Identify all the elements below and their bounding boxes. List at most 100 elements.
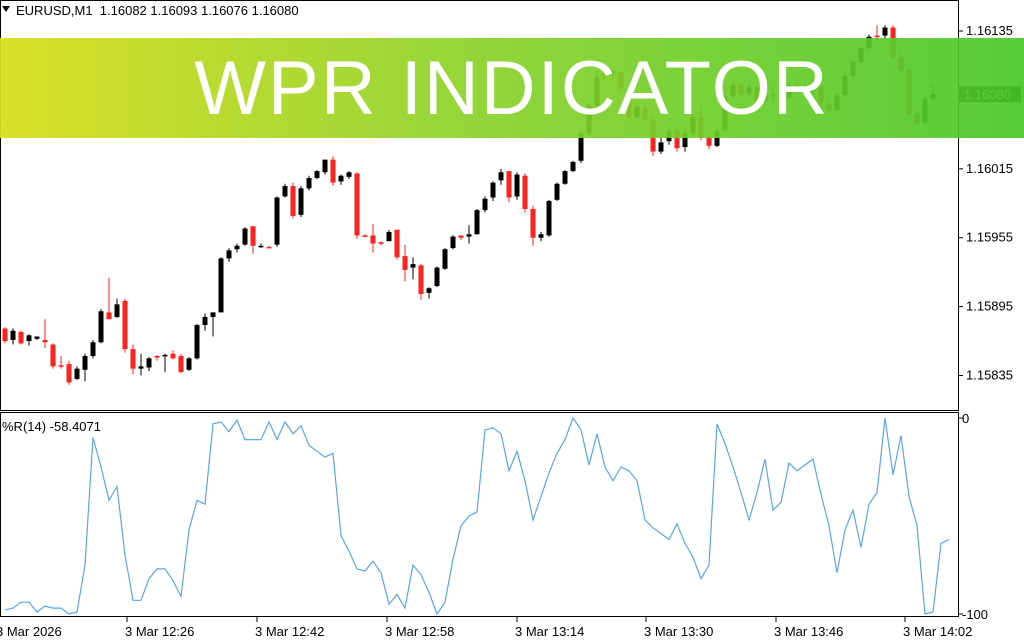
candle-body — [322, 159, 328, 173]
candle — [882, 25, 888, 40]
wpr-line-series — [4, 416, 950, 616]
candle — [370, 223, 376, 253]
candle-body — [114, 304, 120, 317]
symbol-dropdown-icon[interactable] — [2, 6, 10, 12]
candle-body — [874, 35, 880, 38]
candle — [386, 229, 392, 242]
candle — [234, 243, 240, 253]
candle-body — [282, 186, 288, 197]
candle — [50, 343, 56, 369]
candle-body — [546, 200, 552, 236]
candle — [194, 323, 200, 360]
candle — [226, 248, 232, 262]
candle — [90, 339, 96, 359]
candle — [322, 159, 328, 175]
candle — [122, 298, 128, 353]
candle-body — [26, 335, 32, 342]
candle-body — [538, 234, 544, 238]
candle — [258, 243, 264, 249]
candle — [378, 241, 384, 246]
candle-body — [138, 366, 144, 369]
candle — [450, 235, 456, 250]
candle — [178, 353, 184, 374]
candle-body — [42, 339, 48, 343]
candle — [346, 171, 352, 180]
candle — [66, 360, 72, 385]
price-panel[interactable] — [0, 0, 959, 411]
candle-body — [434, 267, 440, 286]
candle — [138, 353, 144, 376]
candle-body — [234, 245, 240, 250]
wpr-panel-frame — [0, 412, 959, 617]
candle — [202, 313, 208, 331]
candle-body — [658, 142, 664, 152]
price-tick-label: 1.15955 — [966, 230, 1013, 245]
wpr-line — [4, 416, 950, 616]
candle — [394, 229, 400, 260]
candle — [522, 173, 528, 213]
candle — [242, 227, 248, 246]
candle-body — [226, 250, 232, 259]
candle-body — [578, 133, 584, 161]
time-tick-label: 3 Mar 12:58 — [385, 624, 454, 639]
candle — [410, 257, 416, 280]
candle-body — [298, 188, 304, 215]
time-tick-label: 3 Mar 12:26 — [125, 624, 194, 639]
candle-body — [162, 354, 168, 357]
candle — [98, 308, 104, 344]
candle-body — [146, 358, 152, 368]
price-tick-label: 1.16135 — [966, 23, 1013, 38]
candle — [274, 196, 280, 247]
candle-body — [346, 172, 352, 177]
candle-body — [474, 210, 480, 235]
candle — [562, 169, 568, 185]
candle-body — [362, 235, 368, 237]
candle-body — [266, 246, 272, 249]
candle-body — [370, 235, 376, 244]
candle-body — [490, 182, 496, 198]
candle — [170, 350, 176, 360]
candle — [338, 174, 344, 185]
candle-body — [554, 183, 560, 200]
candle — [210, 312, 216, 337]
candle-body — [410, 264, 416, 268]
candle-body — [218, 258, 224, 313]
candle-body — [330, 159, 336, 183]
candle-body — [242, 228, 248, 245]
candle — [266, 245, 272, 249]
candle — [82, 353, 88, 382]
candle — [362, 234, 368, 237]
candle — [26, 334, 32, 346]
candle-body — [202, 316, 208, 326]
price-tick-label: 1.16015 — [966, 161, 1013, 176]
candle — [290, 182, 296, 219]
candle-body — [482, 198, 488, 211]
wpr-panel[interactable] — [0, 412, 959, 617]
symbol-header: EURUSD,M1 1.16082 1.16093 1.16076 1.1608… — [16, 3, 299, 18]
candle — [34, 336, 40, 340]
candle — [546, 199, 552, 237]
candle — [218, 257, 224, 313]
candle — [130, 344, 136, 375]
candle-body — [402, 256, 408, 270]
candle-body — [706, 136, 712, 146]
candle — [154, 354, 160, 361]
price-panel-frame — [0, 0, 959, 411]
candle-body — [466, 234, 472, 237]
candle — [466, 225, 472, 244]
candle-body — [154, 356, 160, 358]
candle-body — [186, 358, 192, 370]
candle — [482, 196, 488, 213]
candle-body — [2, 328, 8, 342]
candle-body — [386, 231, 392, 242]
candle-body — [74, 368, 80, 379]
candle-body — [458, 235, 464, 238]
candle — [162, 353, 168, 373]
candle-body — [250, 226, 256, 246]
candle-body — [66, 364, 72, 383]
candle-body — [306, 178, 312, 189]
candle-body — [418, 265, 424, 295]
candle — [314, 169, 320, 180]
candle — [146, 357, 152, 371]
price-tick-label: 1.15895 — [966, 299, 1013, 314]
